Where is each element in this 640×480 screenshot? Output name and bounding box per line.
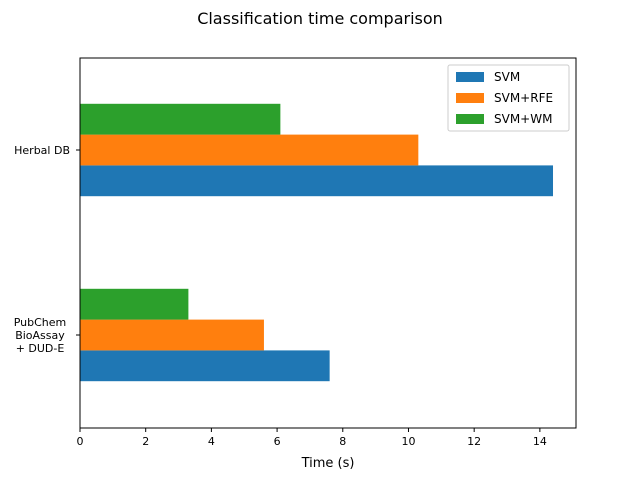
x-axis-label: Time (s): [301, 456, 355, 471]
bar-svm-rfe-1: [80, 134, 419, 166]
legend-label: SVM+WM: [494, 112, 552, 126]
legend-swatch: [456, 93, 484, 103]
chart-title: Classification time comparison: [197, 9, 443, 28]
x-tick-label: 2: [142, 435, 149, 448]
x-tick-label: 12: [467, 435, 481, 448]
y-tick-label: BioAssay: [15, 329, 65, 342]
x-tick-label: 0: [77, 435, 84, 448]
x-tick-label: 10: [401, 435, 415, 448]
bars-group: [80, 103, 554, 382]
bar-svm-0: [80, 350, 330, 382]
legend: SVM SVM+RFE SVM+WM: [447, 64, 570, 132]
y-tick-label: PubChem: [14, 316, 67, 329]
y-tick-label: + DUD-E: [16, 342, 65, 355]
x-tick-label: 8: [339, 435, 346, 448]
legend-swatch: [456, 72, 484, 82]
legend-swatch: [456, 114, 484, 124]
bar-svm-rfe-0: [80, 319, 264, 351]
x-tick-label: 14: [533, 435, 547, 448]
bar-svm-wm-1: [80, 103, 281, 135]
plot-frame: [79, 57, 577, 429]
y-tick-label: Herbal DB: [14, 144, 70, 157]
bar-svm-1: [80, 165, 554, 197]
x-tick-label: 6: [274, 435, 281, 448]
legend-label: SVM+RFE: [494, 91, 553, 105]
x-axis: 0 2 4 6 8 10 12 14: [77, 428, 547, 448]
legend-label: SVM: [494, 70, 520, 84]
x-tick-label: 4: [208, 435, 215, 448]
bar-svm-wm-0: [80, 288, 189, 320]
